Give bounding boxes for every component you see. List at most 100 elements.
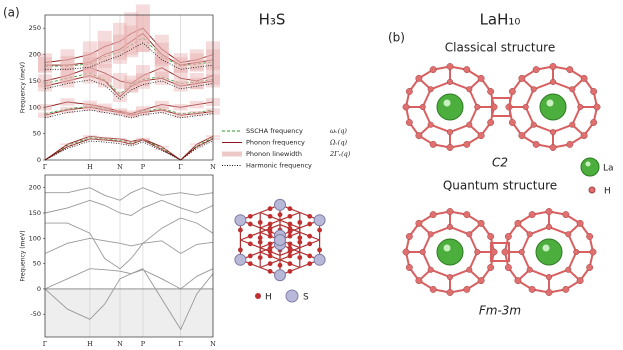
bond [449,225,470,236]
h-atom [419,103,426,111]
h-atom [267,241,273,247]
h-atom [549,78,557,85]
bond [552,80,573,91]
band-line [44,79,214,100]
band-line [44,101,214,115]
linewidth-band [173,53,188,72]
h-atom [287,253,293,259]
legend-symbol: 2Γᵥ(q) [329,150,351,158]
y-tick-label: 0 [37,156,41,164]
linewidth-band [60,74,75,88]
h-atom [277,262,283,268]
bond [529,225,550,236]
h-atom [526,266,533,273]
structure-caption: Quantum structure [443,179,557,193]
h-atom [307,221,313,227]
la-atom-key [580,157,600,177]
h-atom [504,264,512,271]
h-atom [429,66,437,74]
linewidth-band [189,77,204,90]
linewidth-band [113,140,128,143]
h-atom [307,213,313,219]
y-axis-label: Frequency (meV) [20,62,27,113]
h-atom [577,103,584,111]
linewidth-band [97,106,112,114]
linewidth-band [124,140,139,143]
h-atom [307,253,313,259]
h-atom [545,208,553,215]
h-atom [257,220,263,225]
linewidth-band [189,73,204,89]
linewidth-band [60,98,75,106]
h-atom [463,211,471,219]
x-tick-label: H [87,163,93,171]
bond [430,80,451,91]
x-tick-label: N [117,340,123,348]
x-tick-label: H [87,340,93,348]
band-line [45,37,214,67]
legend-label: H [604,187,611,197]
h-atom [267,206,273,212]
y-tick-label: 100 [29,103,41,111]
linewidth-band [113,73,128,89]
linewidth-band [173,70,188,87]
h-atom [307,233,313,239]
h-atom [530,86,537,93]
legend-label: La [603,164,614,174]
h-atom [267,233,273,239]
h-atom-key [255,293,261,299]
h-atom [446,208,454,215]
linewidth-band [154,148,169,150]
h-atom [526,231,533,238]
h-atom [247,241,253,247]
linewidth-band [82,57,97,79]
h-atom [287,245,293,251]
panel-label: (b) [388,31,405,45]
bond [421,233,432,253]
band-line [44,106,214,116]
h-atom [287,268,293,274]
linewidth-band [135,137,150,140]
h-atom [576,219,584,227]
bond [468,88,479,108]
legend-label: Phonon frequency [246,139,305,147]
linewidth-band [60,67,75,84]
h-atom [415,277,423,285]
linewidth-band [135,15,150,52]
legend-label: Harmonic frequency [246,162,312,170]
x-tick-label: P [141,163,146,171]
y-axis-label: Frequency (meV) [20,230,27,281]
linewidth-band [82,138,97,140]
linewidth-band [124,75,139,92]
h-atom [402,248,410,256]
bond [449,123,470,134]
linewidth-band [135,106,150,114]
structure-title: H₃S [259,11,286,29]
h-atom [247,261,253,267]
negative-region [45,288,213,337]
linewidth-band [97,136,112,139]
h-atom [317,247,322,253]
highlight [542,244,550,252]
linewidth-band [154,57,169,79]
h-atom [518,74,526,82]
linewidth-band [154,106,169,114]
bond [449,80,470,91]
h-atom [466,121,473,128]
h-atom [307,261,313,267]
linewidth-band [82,103,97,111]
h-atom [267,226,273,231]
linewidth-band [82,67,97,84]
y-tick-label: -50 [30,310,41,318]
h-atom [522,103,529,111]
h-atom [580,132,588,140]
linewidth-band [189,53,204,72]
structure-caption: Classical structure [445,41,555,55]
h-atom [565,231,572,238]
h-atom [429,211,437,219]
s-atom [313,214,326,227]
bond [430,268,451,279]
s-atom [234,214,247,227]
x-tick-label: N [210,340,216,348]
h-atom [532,66,540,74]
